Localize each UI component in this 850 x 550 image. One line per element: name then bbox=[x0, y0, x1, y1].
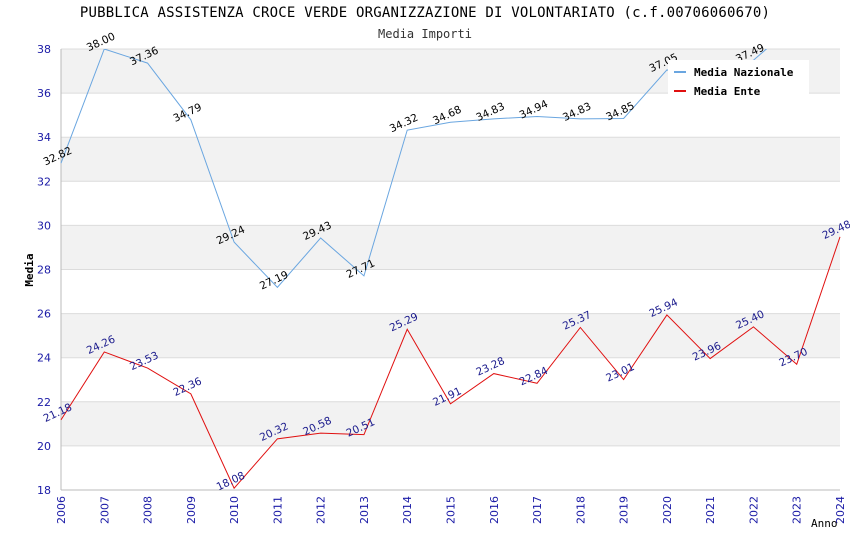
legend-entry: Media Nazionale bbox=[694, 66, 794, 79]
y-tick-label: 30 bbox=[37, 219, 51, 232]
x-tick-label: 2017 bbox=[531, 496, 544, 524]
x-tick-label: 2021 bbox=[704, 496, 717, 524]
y-tick-labels: 18 20 22 24 26 28 30 32 34 36 38 bbox=[37, 43, 51, 497]
x-tick-label: 2012 bbox=[315, 496, 328, 524]
band bbox=[61, 445, 840, 490]
x-tick-label: 2018 bbox=[574, 496, 587, 524]
y-tick-label: 18 bbox=[37, 484, 51, 497]
x-tick-label: 2016 bbox=[488, 496, 501, 524]
x-tick-labels: 2006 2007 2008 2009 2010 2011 2012 2013 2014 2015… bbox=[55, 496, 847, 524]
chart-title: PUBBLICA ASSISTENZA CROCE VERDE ORGANIZZ… bbox=[79, 5, 771, 21]
y-tick-label: 38 bbox=[37, 43, 51, 56]
y-tick-label: 36 bbox=[37, 87, 51, 100]
band bbox=[61, 401, 840, 446]
y-tick-label: 22 bbox=[37, 396, 51, 409]
x-axis-label: Anno bbox=[811, 517, 838, 530]
band bbox=[61, 225, 840, 270]
band bbox=[61, 137, 840, 182]
x-tick-label: 2019 bbox=[618, 496, 631, 524]
series-line-media-ente bbox=[60, 236, 841, 490]
x-tick-label: 2013 bbox=[358, 496, 371, 524]
y-tick-label: 28 bbox=[37, 264, 51, 277]
x-tick-label: 2022 bbox=[747, 496, 760, 524]
background-bands bbox=[61, 49, 840, 490]
y-tick-label: 20 bbox=[37, 440, 51, 453]
legend: Media Nazionale Media Ente bbox=[668, 60, 809, 98]
legend-entry: Media Ente bbox=[694, 85, 761, 98]
x-tick-label: 2008 bbox=[142, 496, 155, 524]
x-tick-label: 2024 bbox=[834, 496, 847, 524]
x-tick-label: 2007 bbox=[98, 496, 111, 524]
x-tick-label: 2014 bbox=[401, 496, 414, 524]
y-tick-label: 32 bbox=[37, 175, 51, 188]
x-tick-label: 2023 bbox=[791, 496, 804, 524]
band bbox=[61, 269, 840, 314]
y-tick-label: 26 bbox=[37, 308, 51, 321]
axes bbox=[60, 49, 840, 491]
x-tick-label: 2020 bbox=[661, 496, 674, 524]
band bbox=[61, 93, 840, 138]
x-tick-label: 2015 bbox=[445, 496, 458, 524]
legend-box bbox=[668, 60, 809, 98]
y-tick-label: 24 bbox=[37, 352, 51, 365]
y-axis-label: Media bbox=[23, 253, 36, 286]
y-tick-label: 34 bbox=[37, 131, 51, 144]
x-tick-label: 2006 bbox=[55, 496, 68, 524]
band bbox=[61, 313, 840, 358]
chart-subtitle: Media Importi bbox=[378, 27, 472, 41]
x-tick-label: 2011 bbox=[271, 496, 284, 524]
x-tick-label: 2010 bbox=[228, 496, 241, 524]
x-tick-label: 2009 bbox=[185, 496, 198, 524]
band bbox=[61, 181, 840, 226]
